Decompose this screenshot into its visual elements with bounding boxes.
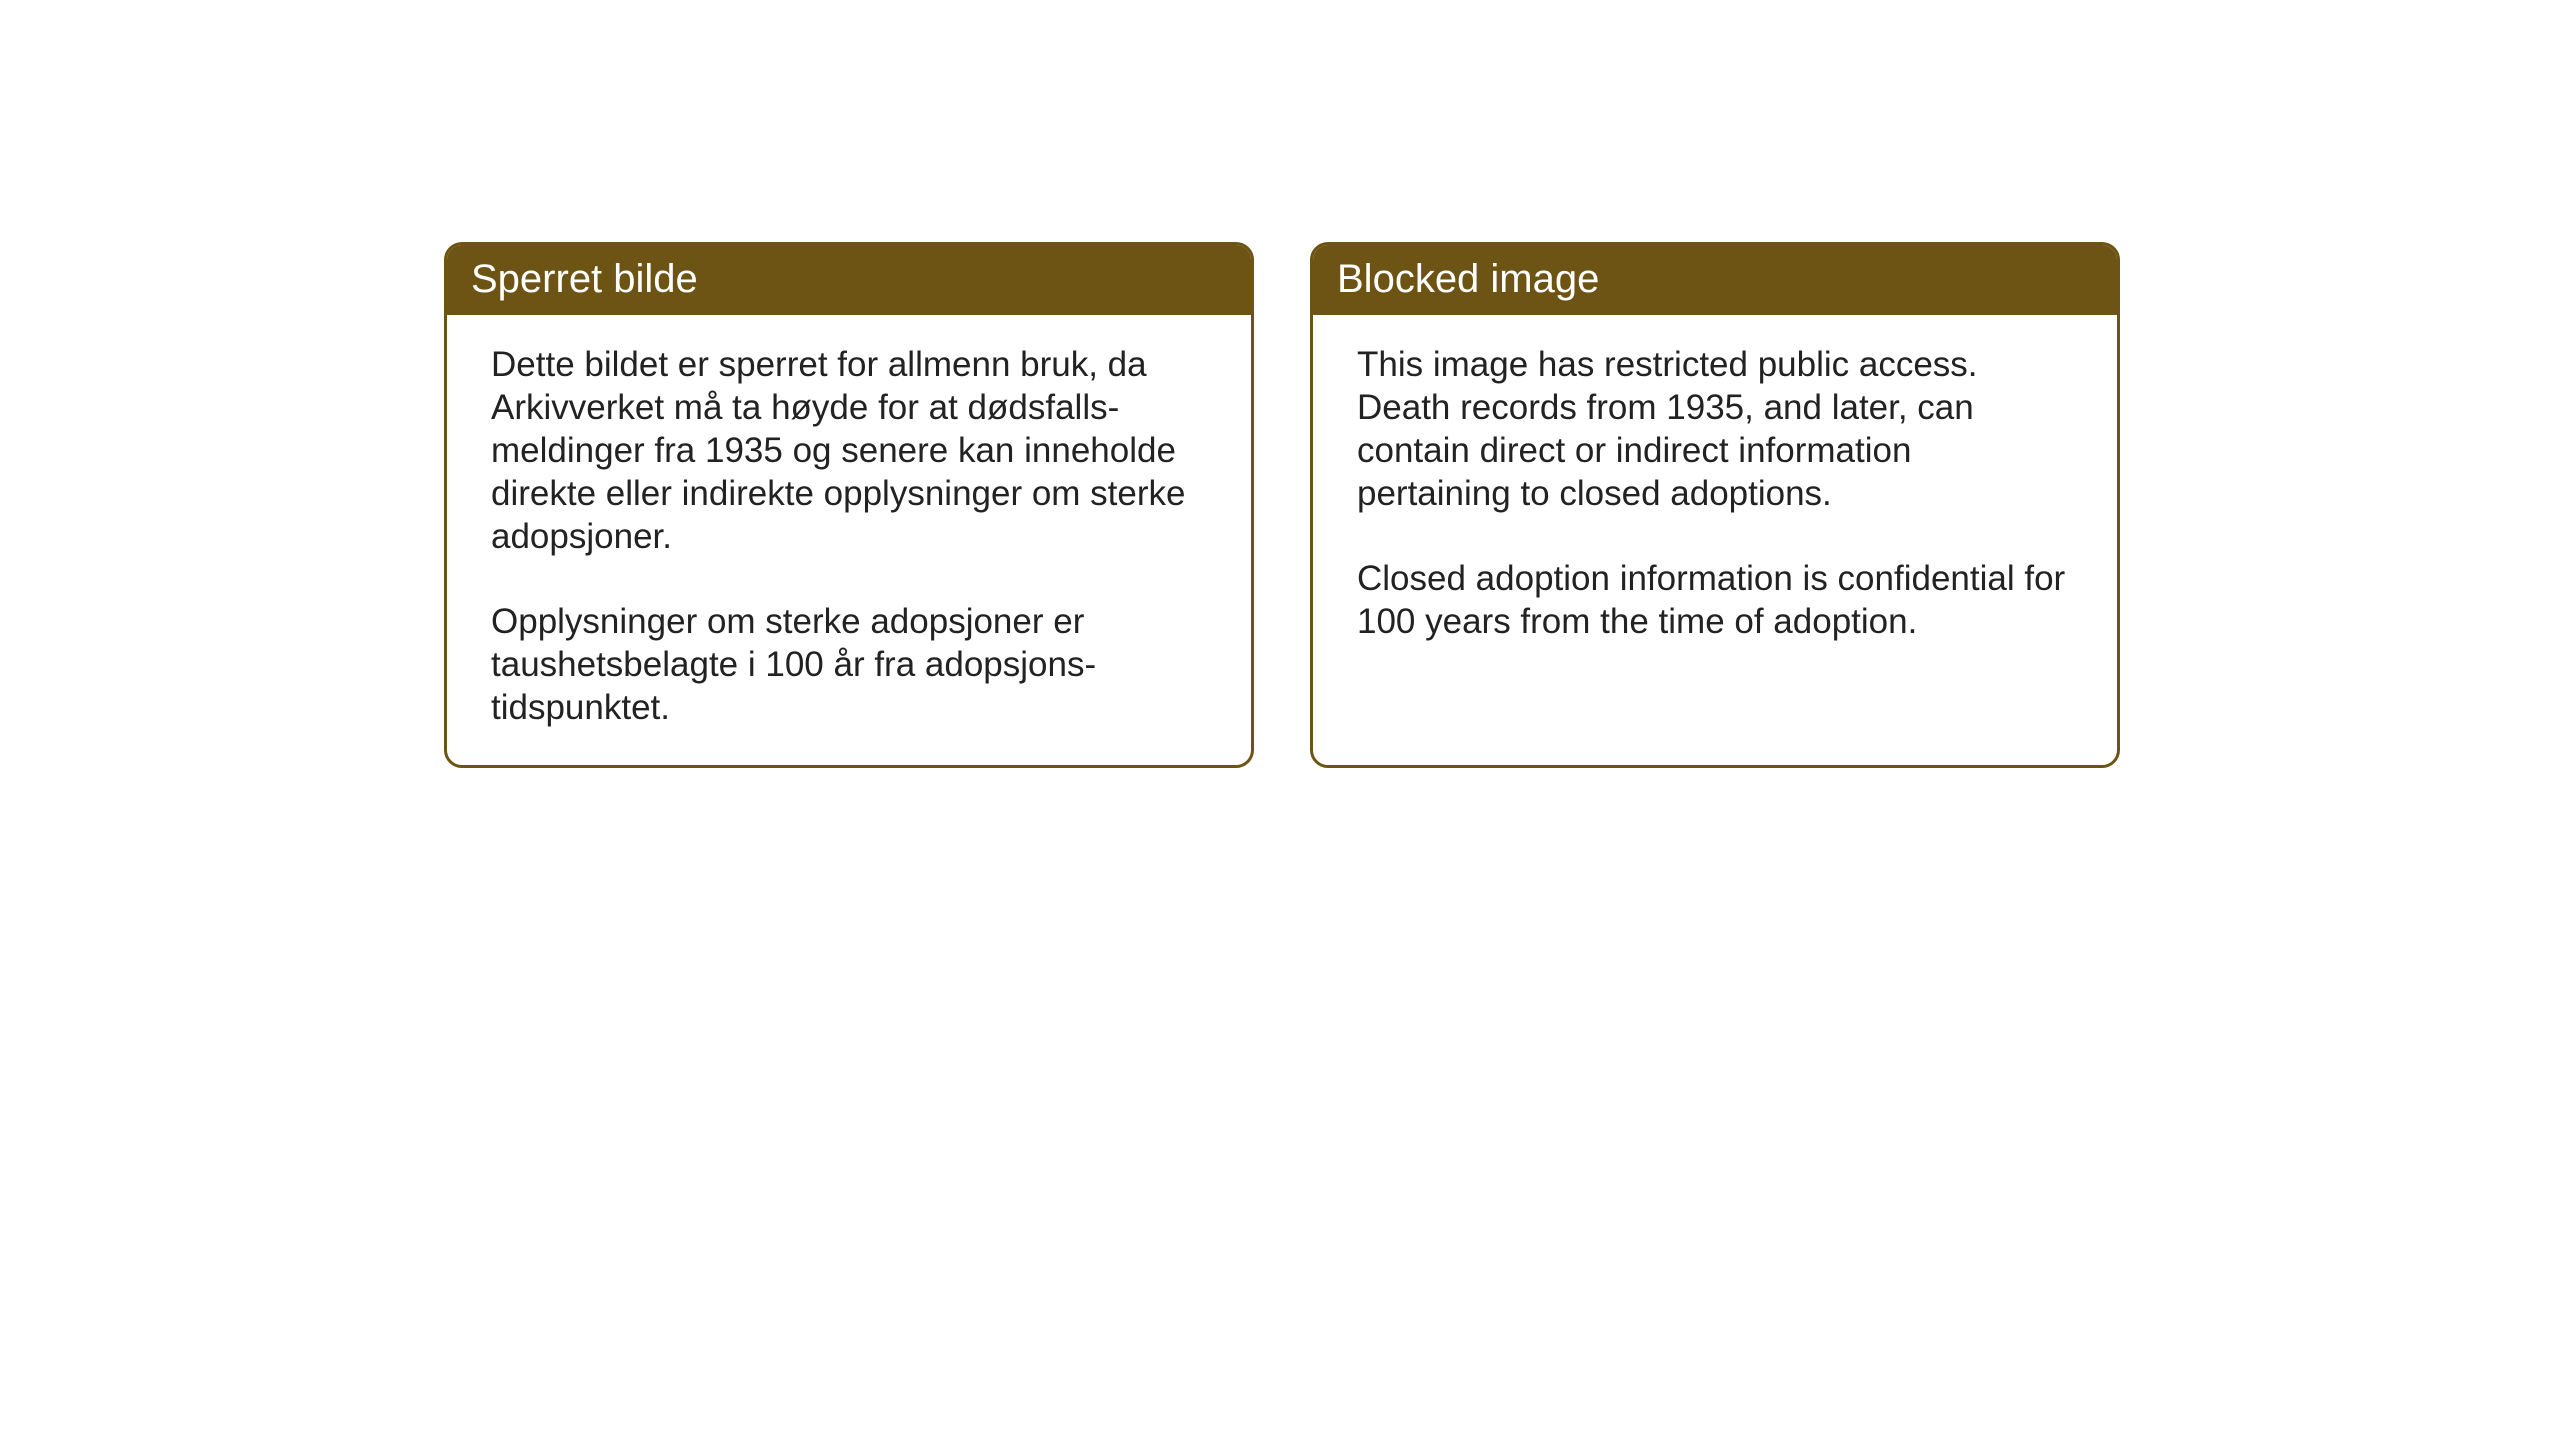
card-header-english: Blocked image	[1313, 245, 2117, 315]
notice-card-norwegian: Sperret bilde Dette bildet er sperret fo…	[444, 242, 1254, 768]
norwegian-paragraph-1: Dette bildet er sperret for allmenn bruk…	[491, 343, 1207, 558]
card-header-norwegian: Sperret bilde	[447, 245, 1251, 315]
notice-cards-container: Sperret bilde Dette bildet er sperret fo…	[444, 242, 2120, 768]
notice-card-english: Blocked image This image has restricted …	[1310, 242, 2120, 768]
card-body-norwegian: Dette bildet er sperret for allmenn bruk…	[447, 315, 1251, 765]
english-paragraph-2: Closed adoption information is confident…	[1357, 557, 2073, 643]
norwegian-paragraph-2: Opplysninger om sterke adopsjoner er tau…	[491, 600, 1207, 729]
english-paragraph-1: This image has restricted public access.…	[1357, 343, 2073, 515]
card-body-english: This image has restricted public access.…	[1313, 315, 2117, 679]
